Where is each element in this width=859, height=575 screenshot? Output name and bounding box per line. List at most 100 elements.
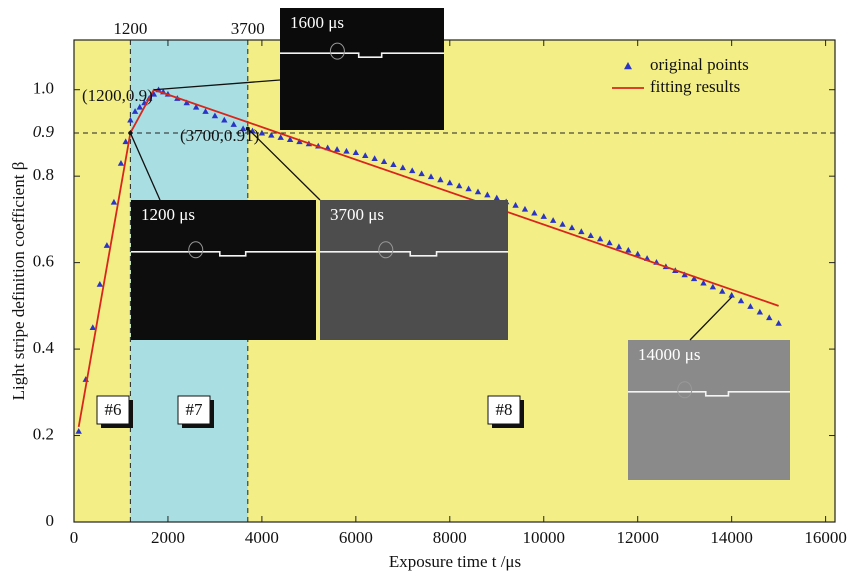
- inset-stripe: [131, 251, 316, 257]
- zone-label: #7: [186, 400, 204, 419]
- data-point: [596, 235, 604, 242]
- x-tick-label: 2000: [151, 528, 185, 547]
- data-point: [427, 173, 435, 180]
- data-point: [484, 191, 491, 198]
- data-point: [150, 90, 158, 97]
- data-point: [728, 291, 735, 298]
- y-tick-label: 0: [46, 511, 55, 530]
- x-tick-label: 16000: [804, 528, 847, 547]
- data-point: [578, 228, 585, 235]
- data-point: [587, 232, 594, 238]
- data-point: [455, 182, 463, 189]
- inset-connector: [689, 296, 733, 341]
- x-tick-label: 8000: [433, 528, 467, 547]
- inset-stripe: [320, 251, 508, 257]
- data-point: [277, 134, 284, 140]
- inset-stripe: [280, 52, 444, 58]
- data-point: [756, 308, 764, 315]
- data-point: [127, 116, 134, 123]
- data-point: [446, 179, 454, 186]
- legend-label: original points: [650, 55, 749, 74]
- zone-box: [177, 395, 211, 425]
- data-point: [117, 160, 125, 166]
- data-point: [221, 116, 228, 123]
- legend-label: fitting results: [650, 77, 740, 96]
- annotation-point: [245, 126, 250, 131]
- x-tick-label: 0: [70, 528, 79, 547]
- data-point: [89, 324, 96, 331]
- region-boundary-label: 3700: [231, 19, 265, 38]
- data-point: [343, 147, 350, 154]
- data-point: [747, 303, 754, 309]
- data-point: [634, 250, 641, 257]
- data-point: [371, 155, 378, 162]
- data-point: [192, 103, 200, 110]
- data-point: [352, 149, 360, 155]
- data-point: [681, 271, 688, 278]
- data-point: [96, 281, 104, 287]
- x-tick-label: 6000: [339, 528, 373, 547]
- inset-label: 14000 μs: [638, 345, 700, 364]
- data-point: [286, 136, 294, 142]
- data-point: [493, 194, 500, 201]
- data-point: [709, 283, 717, 290]
- data-point: [239, 125, 247, 132]
- inset-connector: [129, 132, 161, 201]
- data-point: [122, 138, 129, 145]
- data-point: [268, 131, 275, 138]
- data-point: [474, 188, 482, 195]
- x-tick-label: 14000: [710, 528, 753, 547]
- inset-label: 1200 μs: [141, 205, 195, 224]
- data-point: [380, 158, 388, 165]
- annotation: (1200,0.9): [82, 86, 153, 105]
- data-point: [568, 224, 576, 231]
- annotation: (3700,0.91): [180, 126, 259, 145]
- zone-label: #8: [496, 400, 513, 419]
- data-point: [390, 161, 397, 168]
- y-tick-label: 0.4: [33, 338, 55, 357]
- fit-line: [77, 88, 779, 428]
- data-point: [690, 275, 698, 282]
- data-point: [719, 287, 726, 294]
- x-axis-title: Exposure time t /μs: [389, 552, 521, 571]
- data-point: [409, 167, 416, 174]
- data-point: [110, 198, 118, 205]
- x-tick-label: 12000: [616, 528, 659, 547]
- inset-defect: [329, 42, 345, 60]
- inset-label: 1600 μs: [290, 13, 344, 32]
- y-tick-label: 0.8: [33, 165, 54, 184]
- data-point: [465, 185, 472, 192]
- inset-image: [628, 340, 790, 480]
- plot-frame: [73, 39, 836, 523]
- inset-defect: [188, 241, 204, 259]
- zone-box: [96, 395, 130, 425]
- data-point: [766, 314, 773, 321]
- y-axis-title: Light stripe definition coefficient β: [9, 162, 28, 401]
- inset-image: [131, 200, 316, 340]
- data-point: [136, 103, 143, 110]
- y-tick-label: 1.0: [33, 79, 54, 98]
- data-point: [606, 239, 613, 246]
- data-point: [258, 129, 266, 136]
- data-point: [230, 121, 237, 127]
- data-point: [437, 176, 444, 183]
- data-point: [131, 108, 139, 114]
- inset-image: [320, 200, 508, 340]
- y-tick-label: 0.2: [33, 424, 54, 443]
- x-tick-label: 10000: [523, 528, 566, 547]
- inset-label: 3700 μs: [330, 205, 384, 224]
- data-point: [531, 209, 538, 216]
- inset-stripe: [628, 391, 790, 397]
- data-point: [625, 246, 632, 253]
- data-point: [103, 242, 111, 248]
- data-point: [540, 213, 547, 219]
- region-boundary-label: 1200: [113, 19, 147, 38]
- data-point: [549, 217, 557, 223]
- data-point: [333, 146, 341, 152]
- data-point: [615, 243, 623, 250]
- data-point: [418, 170, 425, 177]
- inset-defect: [677, 381, 693, 399]
- data-point: [183, 99, 190, 106]
- data-point: [559, 220, 566, 227]
